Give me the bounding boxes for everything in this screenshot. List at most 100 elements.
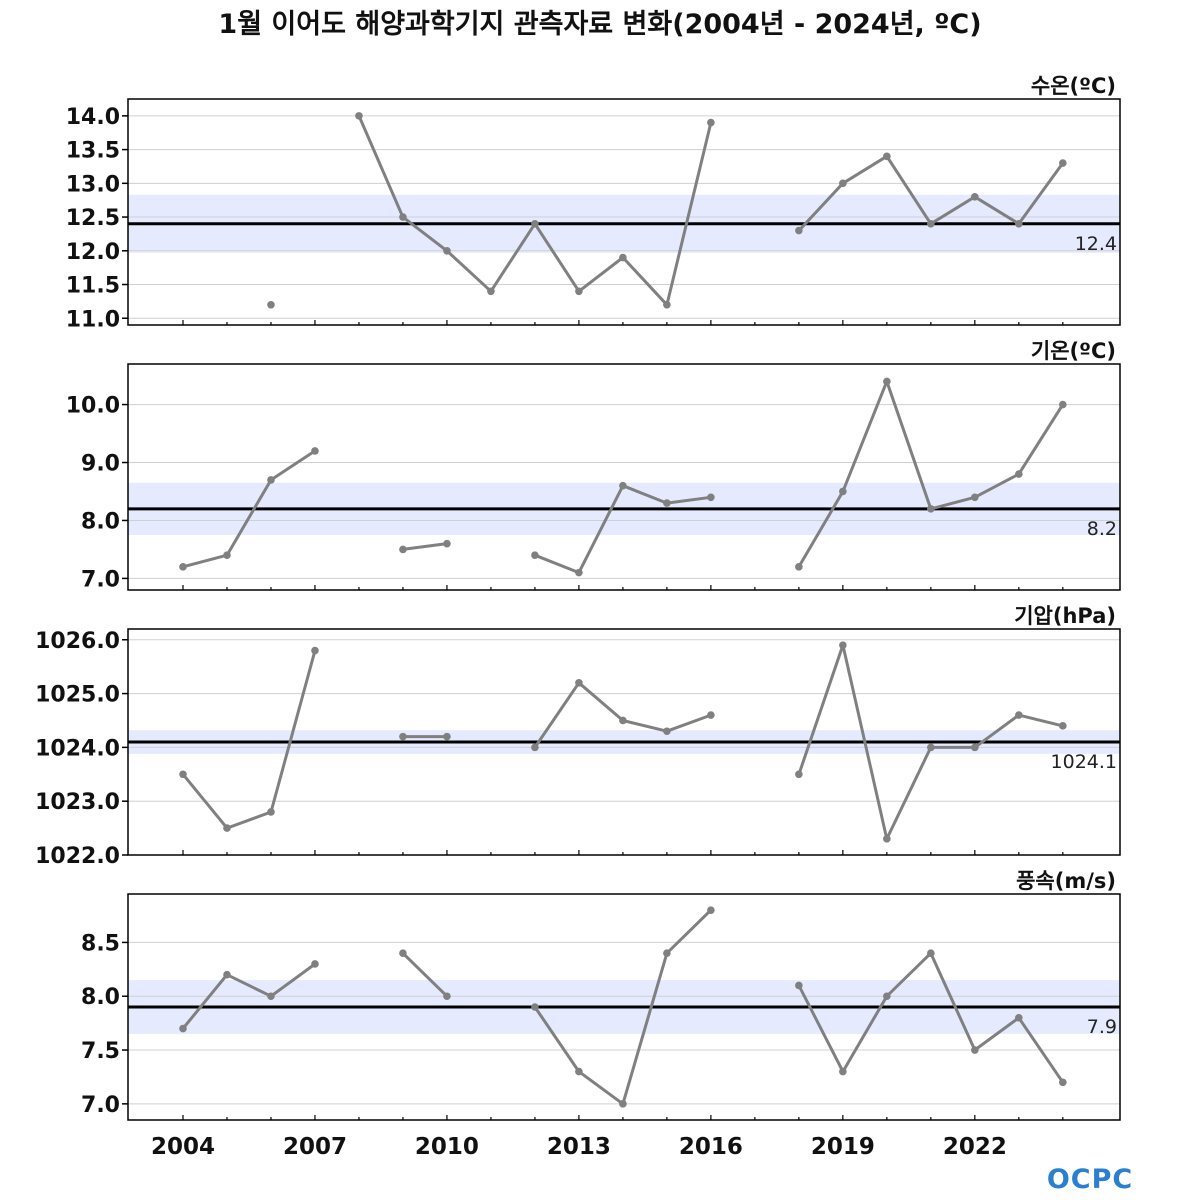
- x-tick-label: 2010: [415, 1134, 479, 1160]
- panel-3-data-point: [707, 711, 715, 719]
- panel-3-data-point: [311, 646, 319, 655]
- panel-4-data-point: [179, 1024, 187, 1033]
- panel-4-data-point: [223, 970, 231, 979]
- panel-1-data-point: [487, 287, 495, 296]
- panel-2-data-point: [663, 499, 671, 507]
- panel-1-data-point: [795, 226, 803, 235]
- panel-2: 7.0 8.0 9.0 10.0 8.2 기온(ºC): [66, 339, 1121, 592]
- panel-1-title: 수온(ºC): [1031, 74, 1116, 98]
- panel-1-data-point: [619, 253, 627, 262]
- panel-2-data-point: [1015, 470, 1023, 478]
- panel-3-frame: [127, 628, 1121, 856]
- panel-3-y-tick-label: 1025.0: [35, 683, 120, 708]
- panel-2-data-point: [311, 447, 319, 455]
- x-tick-label: 2007: [283, 1134, 347, 1160]
- panel-3-data-point: [399, 732, 407, 741]
- panel-4-mean-label: 7.9: [1087, 1016, 1117, 1038]
- panel-2-series-line: [181, 449, 317, 569]
- panel-4-title: 풍속(m/s): [1016, 869, 1116, 893]
- panel-1-data-point: [355, 112, 363, 120]
- panel-3-data-point: [179, 770, 187, 779]
- x-tick-label: 2022: [943, 1134, 1007, 1160]
- panel-1-data-point: [575, 287, 583, 296]
- panel-2-title: 기온(ºC): [1031, 339, 1116, 363]
- panel-4-y-tick-label: 7.0: [81, 1093, 120, 1118]
- panel-3-mean-label: 1024.1: [1051, 751, 1117, 773]
- panel-2-y-tick-label: 7.0: [81, 567, 120, 592]
- x-tick-label: 2016: [679, 1134, 743, 1160]
- panel-1-y-tick-label: 14.0: [66, 105, 120, 130]
- panel-2-frame: [127, 363, 1121, 591]
- x-tick-label: 2004: [151, 1134, 215, 1160]
- panel-2-data-point: [399, 545, 407, 554]
- panel-3-title: 기압(hPa): [1014, 604, 1116, 628]
- panel-1-data-point: [1015, 220, 1023, 228]
- logo-text: OCPC: [1047, 1164, 1133, 1195]
- panel-2-y-tick-label: 10.0: [66, 394, 120, 419]
- panel-3: 1022.0 1023.0 1024.0 1025.0 1026.0 1024.1 기압(h…: [35, 604, 1121, 869]
- panel-2-y-tick-label: 9.0: [81, 452, 120, 477]
- panel-1-data-point: [971, 193, 979, 201]
- panel-1-y-tick-label: 11.0: [66, 307, 120, 332]
- panel-3-data-point: [971, 743, 979, 752]
- panel-2-data-point: [707, 493, 715, 502]
- panel-3-data-point: [267, 808, 275, 816]
- panel-3-y-tick-label: 1023.0: [35, 790, 120, 815]
- panel-4-data-point: [311, 960, 319, 968]
- panel-1-data-point: [883, 152, 891, 161]
- panel-4-series-line: [401, 951, 449, 998]
- panel-4-data-point: [883, 992, 891, 1001]
- panel-2-series-line: [797, 379, 1065, 569]
- chart-title: 1월 이어도 해양과학기지 관측자료 변화(2004년 - 2024년, ºC): [218, 9, 981, 40]
- panel-2-data-point: [223, 551, 231, 560]
- panel-4-data-point: [927, 949, 935, 957]
- panel-2-data-point: [795, 563, 803, 571]
- panel-2-data-point: [927, 505, 935, 513]
- panel-3-y-tick-label: 1026.0: [35, 629, 120, 654]
- panel-3-data-point: [795, 770, 803, 779]
- panel-3-data-point: [575, 679, 583, 687]
- panel-2-y-tick-label: 8.0: [81, 509, 120, 534]
- panel-4-data-point: [531, 1003, 539, 1011]
- panel-2-data-point: [443, 539, 451, 548]
- panel-3-data-point: [223, 824, 231, 832]
- panel-4-series-line: [181, 962, 317, 1030]
- panel-4-y-tick-label: 8.5: [81, 931, 120, 956]
- panel-4: 7.0 7.5 8.0 8.5 7.9 풍속(m/s): [81, 869, 1121, 1121]
- panel-1-y-tick-label: 13.0: [66, 172, 120, 197]
- panel-3-data-point: [839, 641, 847, 649]
- panel-1-data-point: [399, 213, 407, 221]
- panel-4-data-point: [267, 992, 275, 1001]
- panel-2-data-point: [179, 563, 187, 571]
- panel-2-mean-label: 8.2: [1087, 518, 1117, 540]
- x-tick-label: 2013: [547, 1134, 611, 1160]
- panel-3-series-line: [181, 649, 317, 830]
- panel-2-data-point: [267, 476, 275, 484]
- panel-1-data-point: [927, 220, 935, 228]
- panel-4-data-point: [663, 949, 671, 957]
- panel-1-y-tick-label: 12.5: [66, 206, 120, 231]
- panel-2-data-point: [883, 377, 891, 386]
- panel-3-data-point: [531, 743, 539, 752]
- ocpc-logo: OCPC: [1047, 1164, 1133, 1195]
- panel-4-data-point: [1059, 1078, 1067, 1087]
- panel-2-series-line: [401, 542, 449, 551]
- x-axis: 2004 2007 2010 2013 2016 2019 2022: [151, 1134, 1007, 1160]
- panel-4-data-point: [1015, 1013, 1023, 1022]
- panel-4-data-point: [619, 1100, 627, 1108]
- panel-4-data-point: [839, 1067, 847, 1076]
- panel-3-data-point: [883, 835, 891, 843]
- panel-1-mean-label: 12.4: [1075, 233, 1117, 255]
- panel-1-data-point: [707, 118, 715, 127]
- panel-4-data-point: [795, 981, 803, 990]
- panel-2-data-point: [575, 568, 583, 577]
- panel-4-data-point: [443, 992, 451, 1001]
- panel-4-data-point: [971, 1046, 979, 1054]
- chart-panels: 11.0 11.5 12.0 12.5 13.0 13.5 14.0 12.4 수온(ºC) 7.…: [35, 74, 1121, 1121]
- x-tick-label: 2019: [811, 1134, 875, 1160]
- panel-1-data-point: [443, 246, 451, 255]
- panel-1-data-point: [839, 179, 847, 188]
- panel-1-y-tick-label: 13.5: [66, 139, 120, 164]
- panel-3-y-tick-label: 1022.0: [35, 844, 120, 869]
